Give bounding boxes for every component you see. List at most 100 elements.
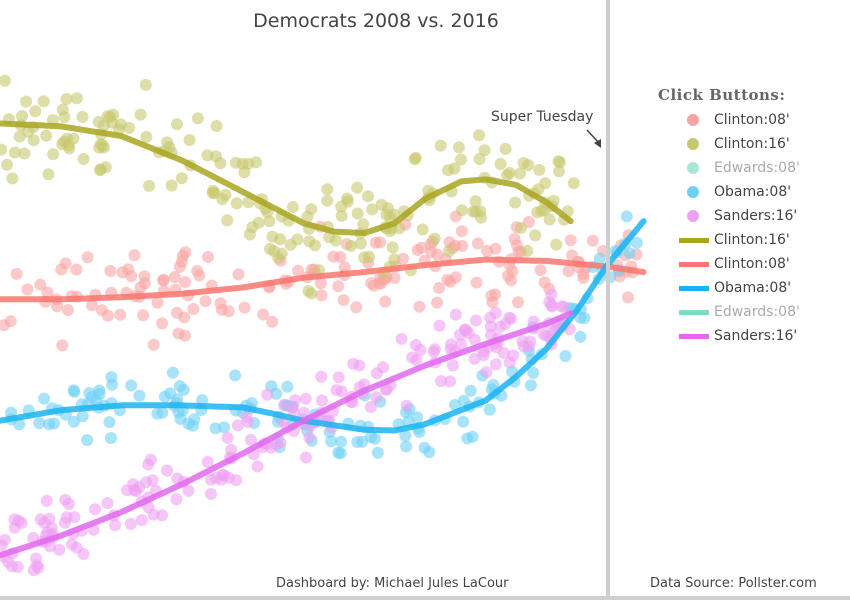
scatter-point[interactable] <box>435 375 447 388</box>
scatter-point[interactable] <box>351 436 364 448</box>
scatter-point[interactable] <box>201 149 214 162</box>
scatter-point[interactable] <box>445 338 458 351</box>
scatter-point[interactable] <box>140 476 152 489</box>
scatter-point[interactable] <box>303 235 316 248</box>
scatter-point[interactable] <box>471 237 484 250</box>
scatter-point[interactable] <box>353 359 366 372</box>
scatter-point[interactable] <box>341 195 354 208</box>
scatter-point[interactable] <box>332 371 345 384</box>
scatter-point[interactable] <box>370 391 383 404</box>
scatter-point[interactable] <box>240 410 253 423</box>
scatter-point[interactable] <box>37 95 50 108</box>
scatter-point[interactable] <box>299 392 312 405</box>
scatter-point[interactable] <box>469 195 482 208</box>
scatter-point[interactable] <box>51 300 64 313</box>
scatter-point[interactable] <box>489 358 502 371</box>
scatter-point[interactable] <box>281 380 294 393</box>
scatter-point[interactable] <box>163 141 176 154</box>
scatter-point[interactable] <box>386 241 399 254</box>
scatter-point[interactable] <box>229 369 242 382</box>
scatter-point[interactable] <box>191 265 204 277</box>
scatter-point[interactable] <box>434 139 447 152</box>
scatter-point[interactable] <box>225 443 238 456</box>
scatter-point[interactable] <box>171 118 183 131</box>
scatter-point[interactable] <box>175 172 188 185</box>
scatter-point[interactable] <box>41 286 54 299</box>
scatter-point[interactable] <box>205 473 218 486</box>
scatter-point[interactable] <box>232 268 245 281</box>
scatter-point[interactable] <box>244 433 257 446</box>
scatter-point[interactable] <box>221 214 234 227</box>
scatter-point[interactable] <box>38 392 51 405</box>
scatter-point[interactable] <box>183 134 196 146</box>
scatter-point[interactable] <box>70 541 83 554</box>
scatter-point[interactable] <box>408 153 421 166</box>
scatter-point[interactable] <box>509 196 522 209</box>
scatter-point[interactable] <box>138 270 151 283</box>
scatter-point[interactable] <box>135 514 148 527</box>
scatter-point[interactable] <box>133 389 146 402</box>
scatter-point[interactable] <box>454 328 466 341</box>
scatter-point[interactable] <box>433 281 445 294</box>
scatter-point[interactable] <box>538 276 551 289</box>
scatter-point[interactable] <box>105 371 118 384</box>
trend-line-obama08[interactable] <box>0 218 647 434</box>
scatter-point[interactable] <box>207 184 219 197</box>
scatter-point[interactable] <box>157 274 170 287</box>
scatter-point[interactable] <box>334 251 347 263</box>
scatter-point[interactable] <box>329 234 342 247</box>
scatter-point[interactable] <box>514 167 526 180</box>
scatter-point[interactable] <box>191 112 204 125</box>
legend-item[interactable]: Sanders:16' <box>658 204 848 228</box>
scatter-point[interactable] <box>586 234 599 247</box>
scatter-point[interactable] <box>104 265 117 277</box>
scatter-point[interactable] <box>473 129 485 142</box>
scatter-point[interactable] <box>264 242 276 255</box>
scatter-point[interactable] <box>574 330 587 343</box>
scatter-point[interactable] <box>314 277 327 290</box>
scatter-point[interactable] <box>171 306 183 319</box>
scatter-point[interactable] <box>109 519 121 532</box>
scatter-point[interactable] <box>433 319 446 332</box>
scatter-point[interactable] <box>529 229 542 242</box>
scatter-point[interactable] <box>105 432 117 444</box>
scatter-point[interactable] <box>156 317 169 330</box>
scatter-point[interactable] <box>366 203 379 216</box>
scatter-point[interactable] <box>174 412 187 425</box>
scatter-point[interactable] <box>67 415 80 428</box>
scatter-point[interactable] <box>315 370 328 383</box>
scatter-point[interactable] <box>210 120 223 132</box>
scatter-point[interactable] <box>20 95 33 108</box>
scatter-point[interactable] <box>231 419 244 432</box>
scatter-point[interactable] <box>291 233 304 246</box>
scatter-point[interactable] <box>468 352 481 365</box>
scatter-point[interactable] <box>508 233 521 246</box>
scatter-point[interactable] <box>257 308 270 321</box>
scatter-point[interactable] <box>76 410 89 423</box>
scatter-point[interactable] <box>128 249 141 262</box>
legend-item[interactable]: Obama:08' <box>658 180 848 204</box>
scatter-point[interactable] <box>142 458 155 471</box>
legend-item[interactable]: Obama:08' <box>658 276 848 300</box>
scatter-point[interactable] <box>478 144 491 157</box>
scatter-point[interactable] <box>179 276 191 288</box>
scatter-point[interactable] <box>128 484 141 497</box>
scatter-point[interactable] <box>165 179 178 192</box>
scatter-point[interactable] <box>137 309 150 322</box>
scatter-point[interactable] <box>97 119 110 132</box>
scatter-point[interactable] <box>176 249 189 262</box>
scatter-point[interactable] <box>468 333 481 346</box>
scatter-point[interactable] <box>620 210 633 223</box>
scatter-point[interactable] <box>501 168 514 181</box>
scatter-point[interactable] <box>70 263 83 276</box>
scatter-point[interactable] <box>406 351 419 364</box>
scatter-point[interactable] <box>553 165 565 178</box>
scatter-point[interactable] <box>351 181 364 194</box>
scatter-point[interactable] <box>335 209 348 222</box>
scatter-point[interactable] <box>470 276 483 289</box>
scatter-point[interactable] <box>30 552 42 565</box>
scatter-point[interactable] <box>325 435 338 448</box>
scatter-point[interactable] <box>243 228 256 241</box>
scatter-point[interactable] <box>18 147 31 160</box>
scatter-point[interactable] <box>332 446 345 459</box>
